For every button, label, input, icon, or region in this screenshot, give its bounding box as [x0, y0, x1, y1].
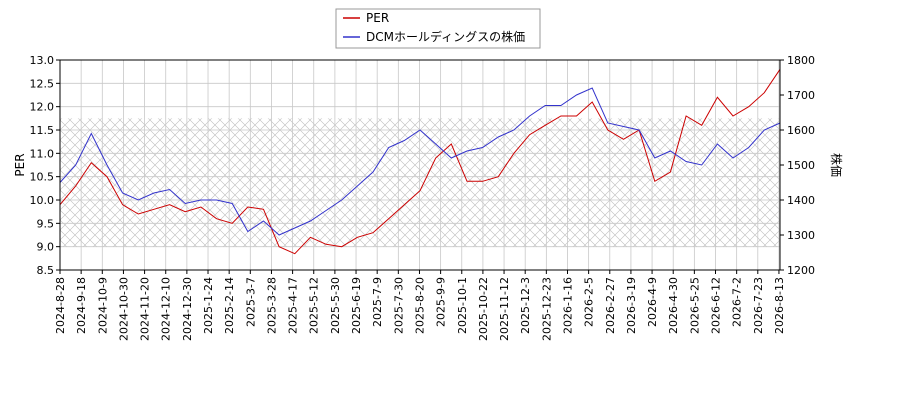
y-axis-label-right: 株価 — [829, 153, 844, 177]
x-tick-label: 2026-8-13 — [773, 277, 786, 334]
y-tick-left: 12.5 — [30, 77, 55, 90]
legend-box — [335, 8, 541, 49]
y-tick-left: 12.0 — [30, 101, 55, 114]
y-tick-left: 10.0 — [30, 194, 55, 207]
x-tick-label: 2025-12-3 — [519, 277, 532, 334]
x-tick-label: 2026-4-9 — [646, 277, 659, 327]
y-tick-left: 9.0 — [37, 241, 55, 254]
x-tick-label: 2025-7-30 — [392, 277, 405, 334]
x-tick-label: 2025-4-17 — [287, 277, 300, 334]
y-tick-right: 1700 — [787, 89, 815, 102]
x-tick-label: 2025-10-1 — [456, 277, 469, 334]
x-tick-label: 2024-8-28 — [54, 277, 67, 334]
x-tick-label: 2024-12-10 — [160, 277, 173, 341]
x-tick-label: 2025-11-12 — [498, 277, 511, 341]
legend: PER DCMホールディングスの株価 — [335, 8, 541, 49]
x-tick-label: 2024-10-30 — [117, 277, 130, 341]
x-tick-label: 2025-6-19 — [350, 277, 363, 334]
y-tick-left: 11.0 — [30, 147, 55, 160]
x-tick-label: 2026-2-5 — [583, 277, 596, 327]
x-tick-label: 2025-3-7 — [244, 277, 257, 327]
x-tick-label: 2026-3-19 — [625, 277, 638, 334]
series-line-per — [59, 69, 781, 255]
y-tick-left: 8.5 — [37, 264, 55, 277]
left-axis-ticks: 8.5 9.0 9.5 10.0 10.5 11.0 11.5 12.0 12.5 13.0 — [30, 54, 60, 277]
series-lines — [59, 69, 781, 255]
x-tick-label: 2025-5-12 — [308, 277, 321, 334]
series-line-price — [59, 87, 781, 236]
y-axis-label-left: PER — [13, 153, 27, 176]
y-tick-left: 9.5 — [37, 217, 55, 230]
x-tick-label: 2024-11-20 — [139, 277, 152, 341]
x-tick-label: 2026-4-30 — [667, 277, 680, 334]
y-tick-right: 1600 — [787, 124, 815, 137]
x-tick-label: 2024-9-18 — [75, 277, 88, 334]
y-tick-right: 1500 — [787, 159, 815, 172]
x-tick-label: 2024-12-30 — [181, 277, 194, 341]
x-tick-label: 2026-5-25 — [688, 277, 701, 334]
y-tick-right: 1300 — [787, 229, 815, 242]
legend-entry-per: PER — [366, 11, 389, 25]
x-tick-label: 2026-2-27 — [604, 277, 617, 334]
x-tick-label: 2026-7-2 — [731, 277, 744, 327]
x-tick-label: 2025-12-23 — [540, 277, 553, 341]
x-tick-label: 2025-2-14 — [223, 277, 236, 334]
x-tick-label: 2026-7-23 — [752, 277, 765, 334]
x-tick-label: 2026-1-16 — [561, 277, 574, 334]
y-tick-left: 13.0 — [30, 54, 55, 67]
x-tick-label: 2024-10-9 — [96, 277, 109, 334]
y-tick-left: 11.5 — [30, 124, 55, 137]
right-axis-ticks: 1200 1300 1400 1500 1600 1700 1800 — [780, 54, 815, 277]
x-tick-label: 2025-3-28 — [265, 277, 278, 334]
y-tick-left: 10.5 — [30, 171, 55, 184]
x-tick-label: 2025-7-9 — [371, 277, 384, 327]
legend-entry-price: DCMホールディングスの株価 — [366, 29, 525, 44]
x-tick-label: 2025-5-30 — [329, 277, 342, 334]
y-tick-right: 1400 — [787, 194, 815, 207]
hatched-band — [60, 118, 780, 247]
x-tick-label: 2025-8-20 — [413, 277, 426, 334]
y-tick-right: 1200 — [787, 264, 815, 277]
y-tick-right: 1800 — [787, 54, 815, 67]
x-tick-label: 2025-9-9 — [435, 277, 448, 327]
x-axis-ticks: 2024-8-28 2024-9-18 2024-10-9 2024-10-30 202… — [54, 270, 786, 341]
x-tick-label: 2025-1-24 — [202, 277, 215, 334]
x-tick-label: 2026-6-12 — [710, 277, 723, 334]
x-tick-label: 2025-10-22 — [477, 277, 490, 341]
